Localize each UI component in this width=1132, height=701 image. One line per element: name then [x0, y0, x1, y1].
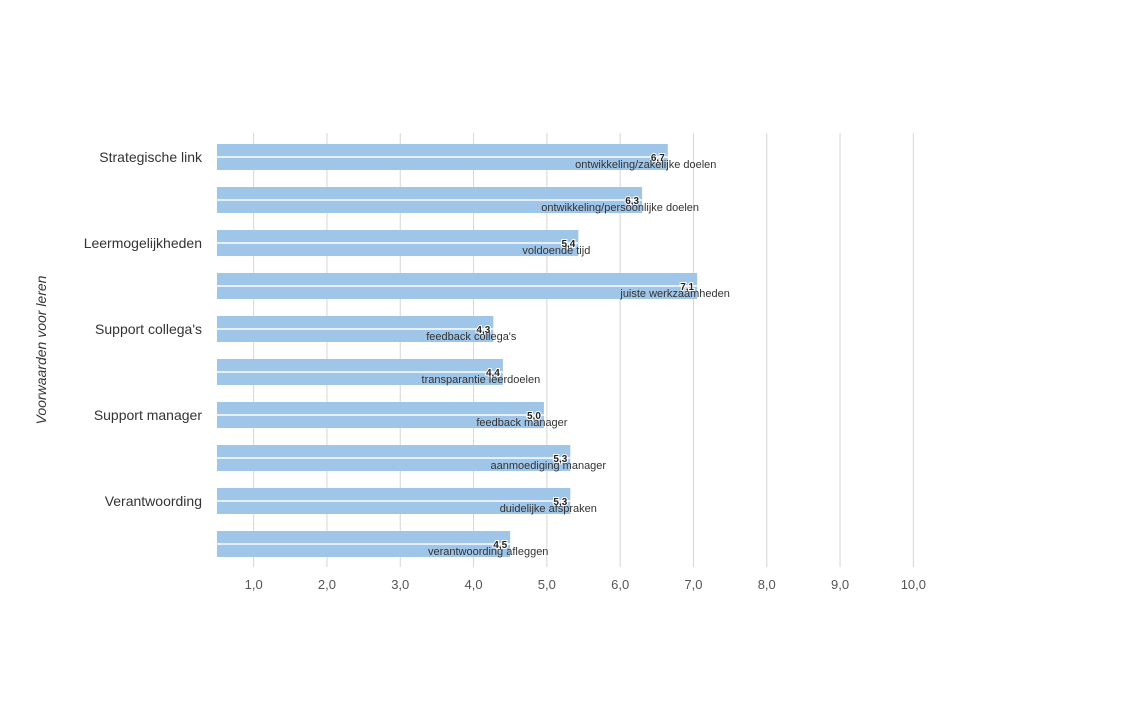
y-group-label: Verantwoording — [105, 493, 202, 509]
x-tick-label: 9,0 — [831, 577, 849, 592]
bar-category-label: ontwikkeling/zakelijke doelen — [575, 159, 716, 171]
x-tick-label: 5,0 — [538, 577, 556, 592]
bar-value-label: 5,3 — [553, 454, 567, 465]
x-tick-label: 1,0 — [245, 577, 263, 592]
bar-category-label: voldoende tijd — [522, 245, 590, 257]
bar-category-label: feedback manager — [476, 417, 567, 429]
bar-value-label: 4,4 — [486, 368, 500, 379]
x-tick-label: 4,0 — [465, 577, 483, 592]
y-axis-title: Voorwaarden voor leren — [33, 275, 49, 424]
x-tick-label: 6,0 — [611, 577, 629, 592]
group-labels: Strategische link Leermogelijkheden Suppor… — [84, 149, 203, 509]
x-tick-label: 10,0 — [901, 577, 926, 592]
x-tick-label: 7,0 — [684, 577, 702, 592]
bar-value-label: 5,4 — [561, 239, 575, 250]
bar-category-label: transparantie leerdoelen — [422, 374, 541, 386]
bar-value-label: 6,7 — [651, 153, 665, 164]
x-tick-label: 8,0 — [758, 577, 776, 592]
bar-category-label: juiste werkzaamheden — [619, 288, 729, 300]
y-group-label: Leermogelijkheden — [84, 235, 202, 251]
bar-category-label: feedback collega's — [426, 331, 517, 343]
bar-value-label: 5,0 — [527, 411, 541, 422]
y-group-label: Strategische link — [99, 149, 203, 165]
y-group-label: Support collega's — [95, 321, 202, 337]
bar-value-label: 7,1 — [680, 282, 694, 293]
x-axis-ticks: 1,0 2,0 3,0 4,0 5,0 6,0 7,0 8,0 9,0 10,0 — [245, 577, 926, 592]
bar-category-label: verantwoording afleggen — [428, 546, 548, 558]
bar-category-label: aanmoediging manager — [491, 460, 607, 472]
x-tick-label: 3,0 — [391, 577, 409, 592]
bar-value-label: 4,5 — [493, 540, 507, 551]
bar-value-label: 5,3 — [553, 497, 567, 508]
bar-category-label: duidelijke afspraken — [500, 503, 597, 515]
bar-value-label: 6,3 — [625, 196, 639, 207]
bar-value-label: 4,3 — [476, 325, 490, 336]
y-group-label: Support manager — [94, 407, 203, 423]
x-tick-label: 2,0 — [318, 577, 336, 592]
bar-category-label: ontwikkeling/persoonlijke doelen — [541, 202, 699, 214]
